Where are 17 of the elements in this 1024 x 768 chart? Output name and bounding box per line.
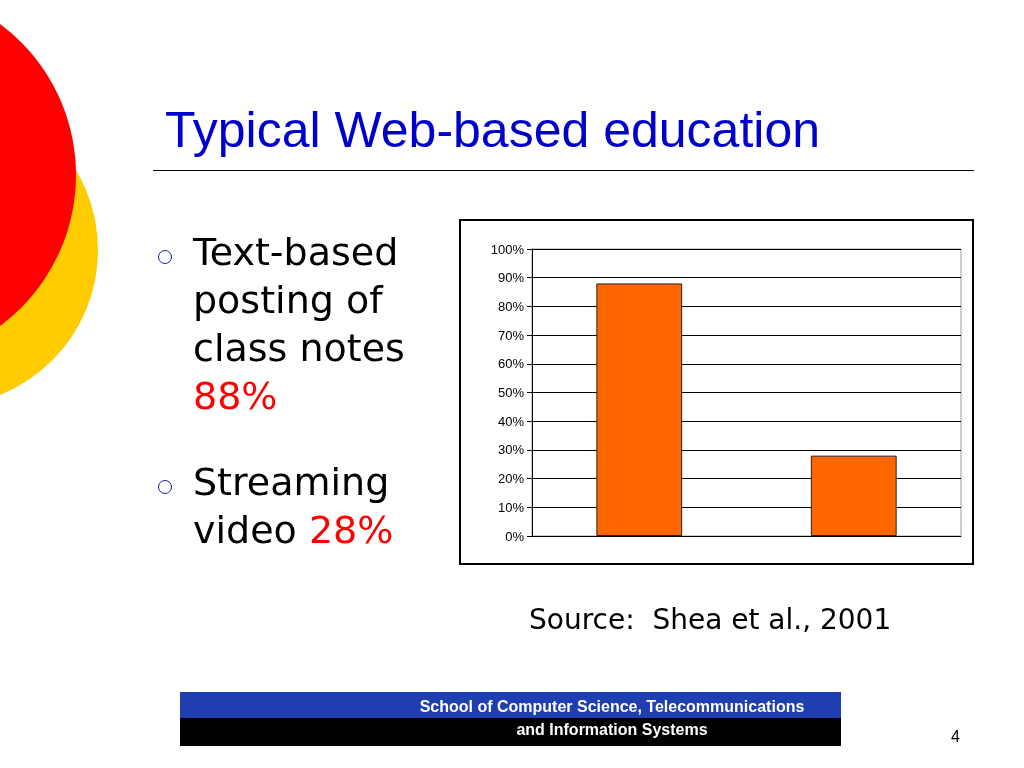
text: Streaming video 28% [193, 459, 395, 554]
y-tick-label: 0% [505, 528, 525, 544]
y-tick-label: 50% [497, 385, 525, 400]
y-tick-label: 60% [497, 356, 525, 372]
y-tick-label: 40% [497, 413, 525, 429]
y-tick-label: 20% [497, 471, 525, 487]
text: Text-based posting of class notes 88% [193, 229, 406, 420]
y-tick-label: 80% [497, 298, 525, 314]
y-tick-label: 10% [497, 499, 525, 515]
y-tick-label: 70% [497, 327, 525, 343]
y-tick-label: 100% [490, 241, 525, 257]
source-note: Source: Shea et al., 2001 [529, 602, 892, 638]
footer-banner: School of Computer Science, Telecommunications and Information Systems [180, 692, 841, 746]
y-tick-label: 90% [497, 270, 525, 286]
text: 4 [951, 727, 960, 747]
chart-title: Typical Web-based education [165, 101, 821, 160]
y-tick-label: 30% [497, 442, 525, 458]
